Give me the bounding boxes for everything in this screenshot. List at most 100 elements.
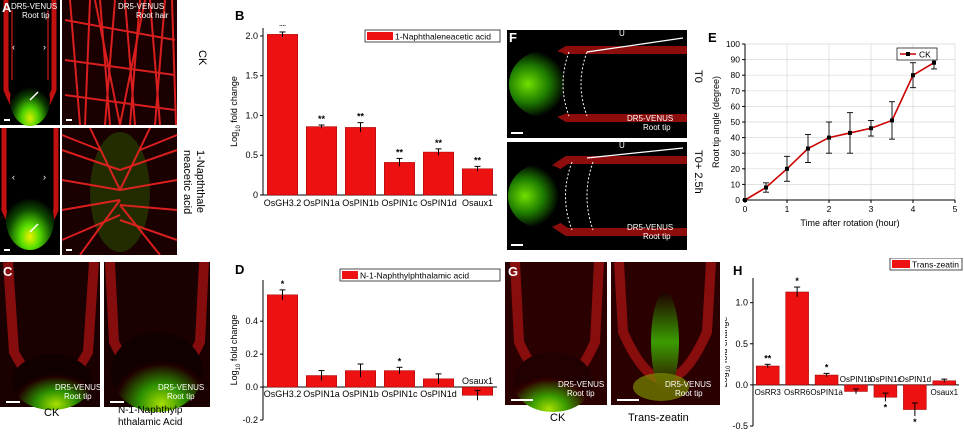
chartB-ylabel-sub: 10 xyxy=(236,125,242,132)
chartB-ytick-label: 2.0 xyxy=(245,31,258,41)
panel-c-caption-line1: N-1-Naphthylp xyxy=(118,405,183,416)
chart-e-ytick-label: 80 xyxy=(731,70,741,80)
panel-a-micrographs: ‹ › ‹ › xyxy=(0,0,178,256)
chartB-ytick-label: 1.0 xyxy=(245,110,258,120)
chartH-category-label: OsRR3 xyxy=(755,388,782,397)
chartB-bar xyxy=(345,127,376,196)
chartH-ylabel-rest: fold change xyxy=(725,317,729,366)
chartB-bar xyxy=(384,162,415,196)
panel-f-tile1-text2: Root tip xyxy=(643,123,671,132)
chartB-bar xyxy=(267,34,298,196)
chartB-ytick-label: 0 xyxy=(253,190,258,200)
panel-f-row2-label: T0+ 2.5h xyxy=(692,150,704,194)
panel-e-label: E xyxy=(708,30,717,45)
chartB-ylabel: Log10 fold change xyxy=(229,76,242,147)
chart-e-point xyxy=(785,166,789,171)
chartH-sig-mark: * xyxy=(884,402,888,412)
chartB-bar xyxy=(423,151,454,196)
chartD-legend-swatch xyxy=(342,271,358,279)
chart-b: 0 0.5 1.0 1.5 2.0 Log10 fold change ** OsGH3.2 *… xyxy=(229,25,501,208)
chartB-ytick-label: 1.5 xyxy=(245,71,258,81)
panel-g-tile1-text1: DR5-VENUS xyxy=(558,380,605,389)
chartB-sig-mark: ** xyxy=(474,155,482,165)
panel-a-row2-line1: 1-Napththale xyxy=(194,150,206,213)
chart-e-point xyxy=(764,185,768,190)
panel-c-tile1-text1: DR5-VENUS xyxy=(55,383,102,392)
panel-c: C DR5-VENUS Root tip DR5-VENUS Root tip … xyxy=(0,261,210,429)
chartB-ytick-label: 0.5 xyxy=(245,150,258,160)
panel-d-label: D xyxy=(235,262,245,277)
panel-a-row1-label: CK xyxy=(196,50,208,66)
chartD-category-label: OsPIN1c xyxy=(381,389,418,399)
panel-f-row1-label: T0 xyxy=(692,70,704,83)
panel-c-tile2-text1: DR5-VENUS xyxy=(158,383,205,392)
chartB-bar xyxy=(306,126,337,196)
panel-g-micrographs xyxy=(505,261,720,412)
chart-e-point xyxy=(743,198,747,202)
panel-g-caption-ck: CK xyxy=(550,412,566,424)
chartH-ylabel-sub: 10 xyxy=(726,365,732,372)
chart-e-point xyxy=(890,118,894,123)
panel-a-tile1-text2: Root tip xyxy=(22,11,50,20)
chart-e-xlabel: Time after rotation (hour) xyxy=(800,218,899,228)
chart-e: 0 10 20 30 40 50 60 70 80 90 100 0 1 2 3 4 5 Time after r… xyxy=(711,39,958,228)
chartB-category-label: OsPIN1b xyxy=(342,198,379,208)
panel-f-u2: U xyxy=(619,141,625,150)
panel-a-row2-line2: neacetic acid xyxy=(181,150,193,215)
chartB-category-label: OsPIN1a xyxy=(303,198,340,208)
chartD-ytick-label: -0.2 xyxy=(242,415,258,425)
chartD-ylabel-rest: fold change xyxy=(229,315,239,364)
panel-c-caption-npa: N-1-Naphthylp hthalamic Acid xyxy=(118,405,182,429)
chartH-bar xyxy=(785,291,809,386)
chartH-ytick-label: -0.5 xyxy=(732,421,748,429)
chartH-category-label: OsPIN1a xyxy=(810,388,843,397)
chartB-sig-mark: ** xyxy=(318,114,326,124)
svg-text:›: › xyxy=(43,42,46,52)
chart-e-xtick-label: 2 xyxy=(827,204,832,214)
chartD-category-label: OsPIN1a xyxy=(303,389,340,399)
chartB-ylabel-rest: fold change xyxy=(229,76,239,125)
panel-g: G DR5-VENUS Root tip DR5-VENUS Root tip … xyxy=(505,261,720,429)
chart-e-ytick-label: 100 xyxy=(726,39,740,49)
chartB-bar xyxy=(462,168,493,196)
chartH-legend-swatch xyxy=(892,260,910,268)
chartB-category-label: OsGH3.2 xyxy=(264,198,302,208)
chart-e-point xyxy=(806,146,810,151)
chartD-category-label: OsPIN1b xyxy=(342,389,379,399)
chartB-sig-mark: ** xyxy=(396,147,404,157)
chartB-legend-swatch xyxy=(367,32,393,40)
chartH-category-label: Osaux1 xyxy=(930,388,958,397)
chartH-sig-mark: * xyxy=(795,276,799,286)
panel-c-caption-ck: CK xyxy=(44,407,60,419)
chartD-ytick-label: 0.0 xyxy=(245,382,258,392)
chartD-ytick-label: 0.2 xyxy=(245,349,258,359)
chartB-sig-mark: ** xyxy=(357,112,365,122)
chartB-sig-mark: ** xyxy=(279,25,287,31)
chartB-legend-text: 1-Naphthaleneacetic acid xyxy=(395,32,491,42)
chartD-legend-box xyxy=(339,268,501,282)
panel-g-tile2-text2: Root tip xyxy=(675,389,703,398)
chart-e-xtick-label: 3 xyxy=(869,204,874,214)
panel-g-label: G xyxy=(508,264,519,279)
panel-f-label: F xyxy=(509,30,517,45)
chart-e-xtick-label: 0 xyxy=(743,204,748,214)
chartD-ytick-label: 0.4 xyxy=(245,316,258,326)
chart-e-ytick-label: 30 xyxy=(731,148,741,158)
panel-f-tile2-text2: Root tip xyxy=(643,232,671,241)
chartH-category-label: OsPIN1c xyxy=(869,375,901,384)
chart-e-ytick-label: 60 xyxy=(731,101,741,111)
chart-e-point xyxy=(848,130,852,135)
chartH-bar xyxy=(755,365,780,386)
panel-c-tile2-text2: Root tip xyxy=(167,392,195,401)
chartB-ylabel-main: Log xyxy=(229,132,239,147)
chart-e-legend-text: CK xyxy=(919,50,931,60)
panel-g-tile1-text2: Root tip xyxy=(567,389,595,398)
panel-f-micrographs xyxy=(507,30,687,250)
chartD-sig-mark: * xyxy=(281,279,285,289)
chart-e-xtick-label: 5 xyxy=(953,204,958,214)
panel-g-caption-tz: Trans-zeatin xyxy=(628,412,689,424)
chart-e-point xyxy=(911,73,915,78)
chartD-bar xyxy=(267,294,298,388)
panel-g-tile2-text1: DR5-VENUS xyxy=(665,380,712,389)
